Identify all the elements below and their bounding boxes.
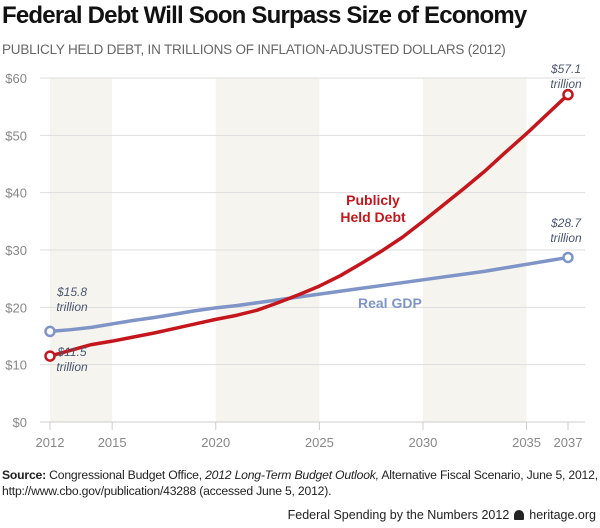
footer: Federal Spending by the Numbers 2012 heri… <box>288 508 596 522</box>
x-tick-label: 2025 <box>305 435 334 450</box>
y-tick-label: $60 <box>5 71 27 86</box>
endpoint-marker <box>562 251 574 264</box>
value-annotation: trillion <box>550 77 582 91</box>
value-annotation: $28.7 <box>550 216 582 230</box>
footer-publication: Federal Spending by the Numbers 2012 <box>287 508 510 522</box>
y-tick-label: $50 <box>5 128 27 143</box>
liberty-bell-icon <box>514 510 525 520</box>
endpoint-marker <box>562 88 574 101</box>
chart-subtitle: PUBLICLY HELD DEBT, IN TRILLIONS OF INFL… <box>2 42 506 57</box>
source-text: Congressional Budget Office, <box>45 468 206 482</box>
value-annotation: trillion <box>550 231 582 245</box>
value-annotation: trillion <box>56 300 88 314</box>
footer-site: heritage.org <box>529 508 596 522</box>
x-tick-label: 2030 <box>408 435 437 450</box>
source-text-2: Alternative Fiscal Scenario, June 5, 201… <box>2 468 598 498</box>
series-label-gdp: Real GDP <box>358 295 422 311</box>
source-label: Source: <box>2 468 46 482</box>
y-tick-label: $0 <box>13 415 27 430</box>
endpoint-marker <box>44 350 56 362</box>
x-tick-label: 2015 <box>98 435 127 450</box>
y-tick-label: $30 <box>5 243 27 258</box>
y-tick-label: $20 <box>5 300 27 315</box>
value-annotation: $11.5 <box>56 345 86 359</box>
value-annotation: $57.1 <box>550 62 581 76</box>
series-label-debt: Held Debt <box>340 209 406 225</box>
series-line <box>49 255 569 334</box>
series-line <box>49 93 570 358</box>
y-tick-label: $40 <box>5 186 27 201</box>
y-tick-label: $10 <box>5 358 27 373</box>
chart-title: Federal Debt Will Soon Surpass Size of E… <box>2 2 527 29</box>
x-tick-label: 2020 <box>201 435 230 450</box>
source-note: Source: Congressional Budget Office, 201… <box>2 467 600 499</box>
source-title: 2012 Long-Term Budget Outlook, <box>205 468 379 482</box>
x-tick-label: 2012 <box>36 435 65 450</box>
value-annotation: trillion <box>56 360 88 374</box>
series-label-debt: Publicly <box>346 192 400 208</box>
value-annotation: $15.8 <box>56 285 87 299</box>
x-tick-label: 2035 <box>512 435 541 450</box>
endpoint-marker <box>44 325 56 338</box>
x-tick-label: 2037 <box>554 435 583 450</box>
